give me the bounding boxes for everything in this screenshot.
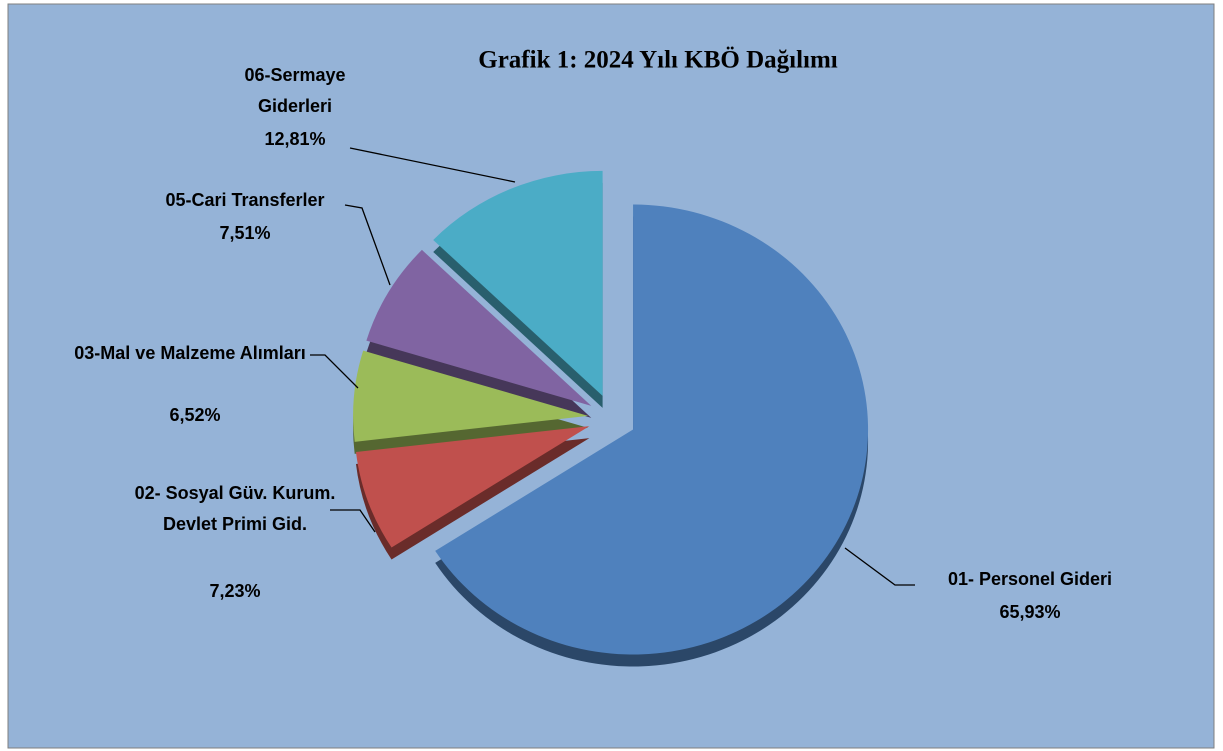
value-label: 7,51% — [219, 223, 271, 243]
slice-label: 05-Cari Transferler — [165, 190, 325, 210]
slice — [433, 170, 603, 396]
value-label: 7,23% — [209, 581, 261, 601]
leader-line — [349, 147, 516, 183]
slice-label: 06-Sermaye Giderleri — [244, 65, 346, 116]
leader-line — [844, 547, 915, 586]
value-label: 12,81% — [264, 129, 326, 149]
slice-label: 02- Sosyal Güv. Kurum. Devlet Primi Gid. — [134, 483, 336, 534]
slice — [366, 249, 592, 406]
value-label: 65,93% — [999, 602, 1061, 622]
slice-label: 01- Personel Gideri — [947, 569, 1113, 589]
value-label: 6,52% — [169, 405, 221, 425]
chart-title: Grafik 1: 2024 Yılı KBÖ Dağılımı — [478, 47, 838, 74]
slice — [435, 204, 869, 655]
slice — [353, 350, 589, 442]
leader-line — [310, 354, 359, 389]
leader-line — [344, 204, 391, 286]
slice-label: 03-Mal ve Malzeme Alımları — [74, 343, 306, 363]
slice — [355, 426, 590, 548]
leader-line — [330, 509, 376, 533]
